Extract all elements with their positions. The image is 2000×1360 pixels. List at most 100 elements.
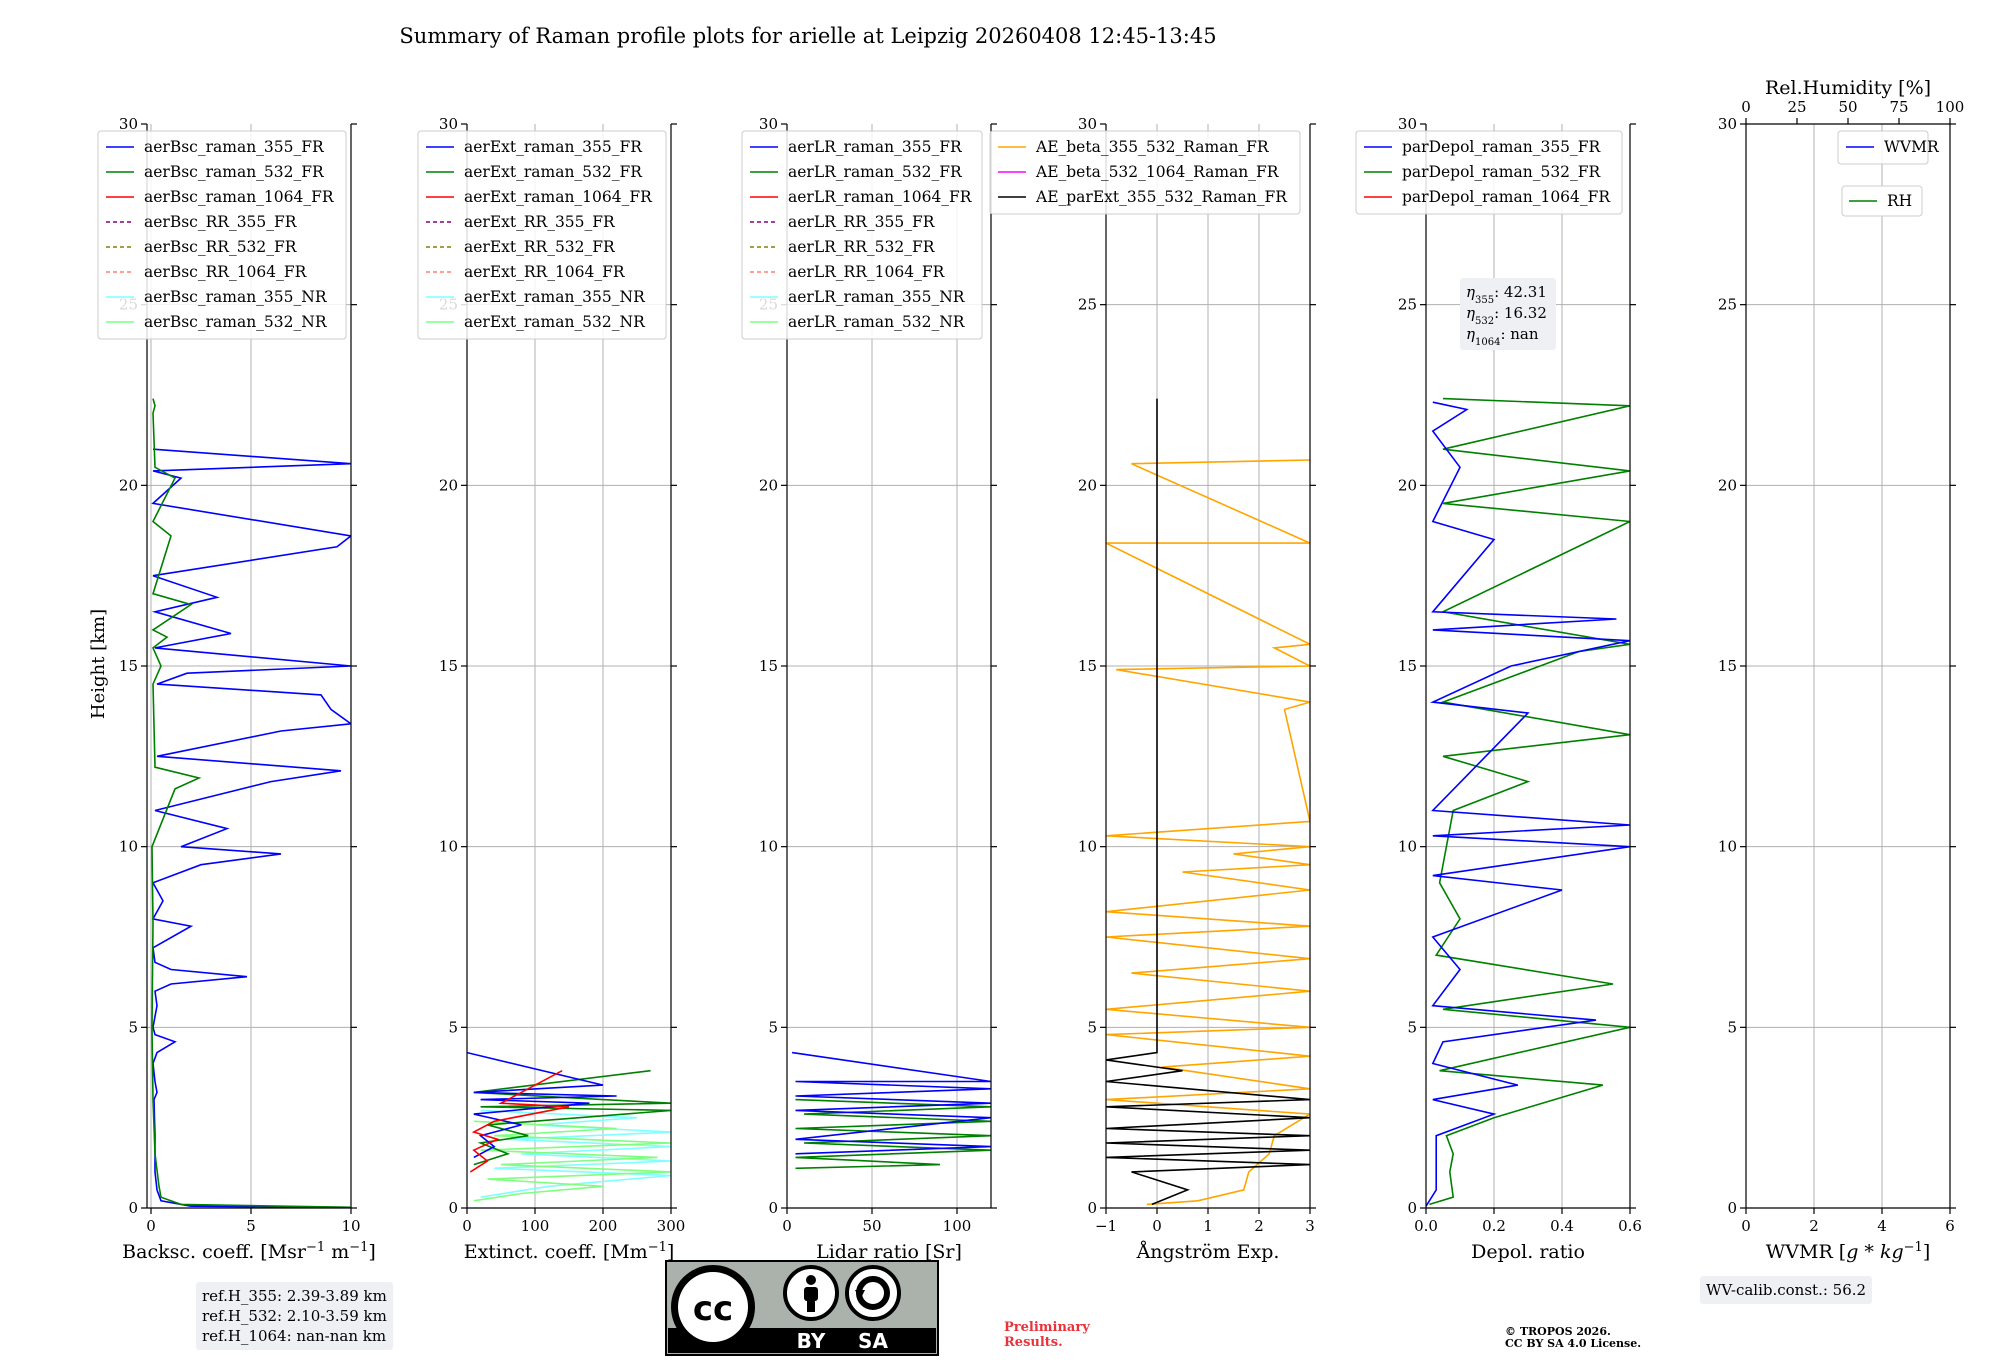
y-tick-label: 10	[1718, 838, 1737, 856]
legend-entry: aerLR_RR_355_FR	[788, 213, 936, 231]
legend-entry: aerBsc_RR_532_FR	[144, 238, 298, 256]
x-tick-label: 50	[862, 1217, 881, 1235]
eta-value: η532: 16.32	[1466, 304, 1547, 327]
y-tick-label: 5	[1087, 1018, 1097, 1036]
y-tick-label: 5	[128, 1018, 138, 1036]
panel-2: 0510152025300100200300Extinct. coeff. [M…	[417, 115, 686, 1264]
legend-entry: aerExt_raman_355_NR	[464, 288, 646, 306]
x-tick-label: 0	[1741, 1217, 1751, 1235]
series-group	[467, 1051, 671, 1202]
copyright-line-2: CC BY SA 4.0 License.	[1505, 1337, 1642, 1350]
y-tick-label: 0	[128, 1199, 138, 1217]
x-tick-label: 1	[1203, 1217, 1213, 1235]
x-tick-label: 3	[1305, 1217, 1315, 1235]
panel-5: 0 5 10 15 20 25 30 0.0 0.2 0.4 0.6 Depol. ratio parD…	[1355, 115, 1642, 1263]
y-tick-label: 15	[759, 657, 778, 675]
y-tick-label: 30	[1078, 115, 1097, 133]
share-alike-icon	[845, 1265, 901, 1321]
y-tick-label: 5	[1407, 1018, 1417, 1036]
series-aerExt_raman_355_FR	[467, 1051, 617, 1159]
x-tick-label: 2	[1254, 1217, 1264, 1235]
y-tick-label: 20	[439, 476, 458, 494]
legend-entry: aerExt_raman_1064_FR	[464, 188, 653, 206]
wv-calib-const: WV-calib.const.: 56.2	[1706, 1281, 1867, 1299]
y-tick-label: 15	[439, 657, 458, 675]
legend: AE_beta_355_532_Raman_FR AE_beta_532_1064…	[989, 130, 1301, 215]
copyright-line-1: © TROPOS 2026.	[1505, 1325, 1611, 1338]
y-tick-label: 5	[768, 1018, 778, 1036]
legend-entry: WVMR	[1884, 138, 1940, 156]
y-tick-label: 20	[759, 476, 778, 494]
x-axis-label: Extinct. coeff. [Mm−1]	[464, 1240, 675, 1264]
ref-height-355: ref.H_355: 2.39-3.89 km	[202, 1287, 387, 1305]
series-group	[791, 1051, 991, 1170]
svg-text:cc: cc	[693, 1289, 733, 1329]
top-x-tick-label: 25	[1787, 98, 1806, 116]
y-tick-label: 30	[119, 115, 138, 133]
series-group	[151, 398, 351, 1208]
y-tick-label: 10	[119, 838, 138, 856]
legend-entry: aerLR_RR_532_FR	[788, 238, 936, 256]
y-tick-label: 20	[1078, 476, 1097, 494]
legend-entry: parDepol_raman_1064_FR	[1402, 188, 1611, 206]
preliminary-note: Preliminary Results.	[1004, 1320, 1090, 1350]
series-aerExt_raman_1064_FR	[469, 1069, 570, 1173]
x-tick-label: 0	[462, 1217, 472, 1235]
legend-rh: RH	[1841, 185, 1923, 217]
eta-value: η1064: nan	[1466, 325, 1539, 348]
legend-entry: parDepol_raman_355_FR	[1402, 138, 1602, 156]
series-aerBsc_raman_355_FR	[151, 448, 351, 1208]
x-tick-label: 4	[1877, 1217, 1887, 1235]
legend: WVMR	[1837, 130, 1940, 165]
legend-entry: aerBsc_raman_355_NR	[144, 288, 328, 306]
top-x-tick-label: 100	[1936, 98, 1965, 116]
y-tick-label: 10	[759, 838, 778, 856]
legend: aerBsc_raman_355_FR aerBsc_raman_532_FRae…	[97, 130, 347, 340]
legend-entry: aerLR_raman_355_FR	[788, 138, 963, 156]
y-tick-label: 25	[1718, 296, 1737, 314]
x-tick-label: −1	[1095, 1217, 1117, 1235]
x-tick-label: 6	[1945, 1217, 1955, 1235]
legend-entry: RH	[1887, 192, 1912, 210]
panel-3: 051015202530050100Lidar ratio [Sr]aerLR_…	[741, 115, 997, 1263]
wv-calib-box: WV-calib.const.: 56.2	[1700, 1276, 1873, 1304]
x-axis-label: Ångström Exp.	[1136, 1241, 1280, 1263]
legend-entry: AE_parExt_355_532_Raman_FR	[1035, 188, 1288, 206]
x-tick-label: 5	[246, 1217, 256, 1235]
y-tick-label: 15	[1718, 657, 1737, 675]
y-tick-label: 10	[1078, 838, 1097, 856]
legend-entry: aerExt_raman_355_FR	[464, 138, 643, 156]
legend-entry: aerLR_raman_355_NR	[788, 288, 966, 306]
x-tick-label: 300	[657, 1217, 686, 1235]
x-tick-label: 200	[589, 1217, 618, 1235]
eta-value: η355: 42.31	[1466, 283, 1547, 306]
x-tick-label: 10	[341, 1217, 360, 1235]
y-tick-label: 0	[1087, 1199, 1097, 1217]
legend-entry: aerLR_RR_1064_FR	[788, 263, 946, 281]
ref-height-532: ref.H_532: 2.10-3.59 km	[202, 1307, 387, 1325]
cc-logo-icon: cc	[671, 1265, 755, 1349]
ref-height-1064: ref.H_1064: nan-nan km	[202, 1327, 387, 1345]
y-tick-label: 20	[119, 476, 138, 494]
y-tick-label: 5	[448, 1018, 458, 1036]
top-x-axis-label: Rel.Humidity [%]	[1765, 77, 1931, 99]
sa-label: SA	[858, 1329, 888, 1353]
legend-entry: aerLR_raman_1064_FR	[788, 188, 973, 206]
preliminary-line-2: Results.	[1004, 1335, 1063, 1350]
top-x-tick-label: 75	[1889, 98, 1908, 116]
y-tick-label: 20	[1718, 476, 1737, 494]
series-aerBsc_raman_532_FR	[151, 398, 351, 1208]
legend-entry: aerBsc_raman_532_NR	[144, 313, 328, 331]
x-tick-label: 0.2	[1482, 1217, 1506, 1235]
top-x-tick-label: 50	[1838, 98, 1857, 116]
y-tick-label: 25	[1078, 296, 1097, 314]
series-AE_parExt_355_532_Raman_FR	[1106, 398, 1310, 1206]
y-axis-label: Height [km]	[88, 609, 109, 719]
x-tick-label: 0	[782, 1217, 792, 1235]
legend: aerExt_raman_355_FR aerExt_raman_532_FRae…	[417, 130, 667, 340]
x-tick-label: 0.4	[1550, 1217, 1574, 1235]
legend-entry: aerBsc_raman_355_FR	[144, 138, 325, 156]
